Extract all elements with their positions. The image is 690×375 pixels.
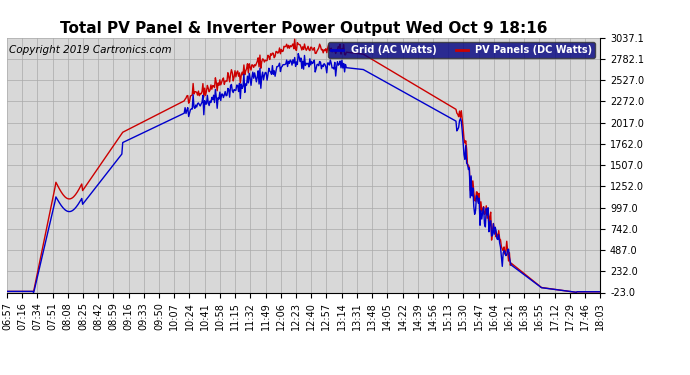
Legend: Grid (AC Watts), PV Panels (DC Watts): Grid (AC Watts), PV Panels (DC Watts) xyxy=(328,42,595,58)
Text: Copyright 2019 Cartronics.com: Copyright 2019 Cartronics.com xyxy=(9,45,171,55)
Title: Total PV Panel & Inverter Power Output Wed Oct 9 18:16: Total PV Panel & Inverter Power Output W… xyxy=(60,21,547,36)
